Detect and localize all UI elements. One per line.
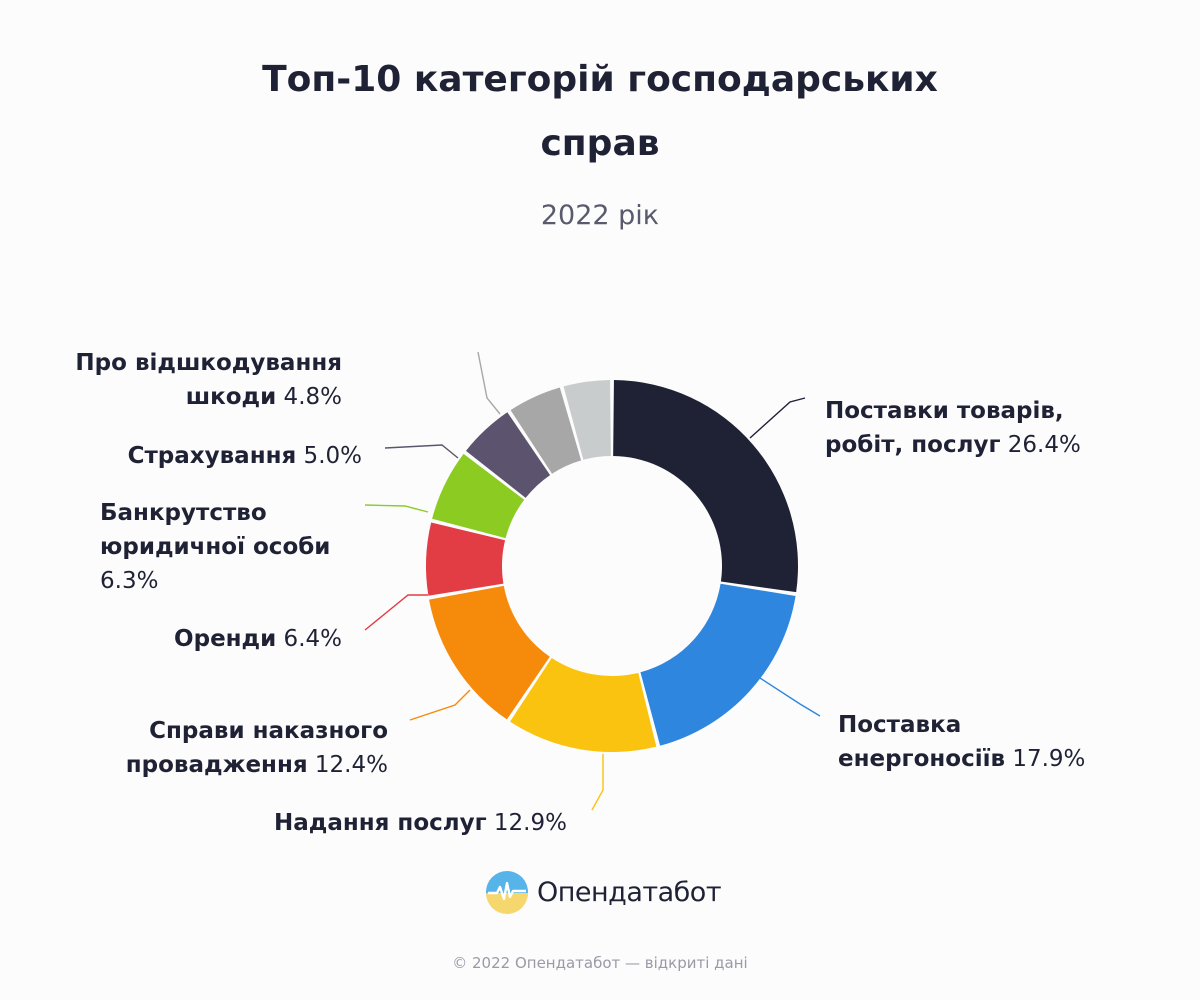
leader-line-5 [364, 504, 429, 513]
slice-label-3: Справи наказного провадження 12.4% [126, 718, 388, 778]
donut-slices [426, 380, 798, 752]
donut-slice-0 [613, 380, 798, 593]
leader-line-3 [409, 689, 471, 721]
slice-label-percent: 5.0% [296, 443, 362, 469]
leader-line-6 [384, 444, 459, 459]
slice-label-name: Страхування [128, 443, 297, 469]
slice-labels: Поставки товарів, робіт, послуг 26.4%Пост… [75, 350, 1085, 836]
slice-label-name: енергоносіїв [838, 746, 1005, 772]
slice-label-percent: 26.4% [1000, 432, 1080, 458]
slice-label-6: Страхування 5.0% [128, 443, 362, 469]
slice-label-percent: 17.9% [1005, 746, 1085, 772]
donut-slice-6 [465, 412, 551, 498]
donut-slice-8 [563, 380, 611, 460]
slice-label-name: Про відшкодування [75, 350, 342, 376]
slice-label-percent: 12.9% [487, 810, 567, 836]
donut-slice-1 [640, 583, 796, 746]
chart-subtitle: 2022 рік [540, 200, 660, 231]
label-leader-lines [364, 351, 821, 811]
slice-label-name: Надання послуг [274, 810, 487, 836]
slice-label-name: шкоди [186, 384, 277, 410]
chart-title-line-2: справ [540, 123, 660, 164]
chart-title-line-1: Топ-10 категорій господарських [262, 59, 938, 100]
slice-label-4: Оренди 6.4% [174, 626, 342, 652]
opendatabot-logo-icon [486, 871, 528, 914]
slice-label-name: Банкрутство [100, 500, 267, 526]
slice-label-name: робіт, послуг [825, 432, 1000, 458]
donut-slice-7 [510, 387, 582, 474]
chart-title: Топ-10 категорій господарських справ [0, 48, 1200, 176]
slice-label-percent: 6.4% [276, 626, 342, 652]
slice-label-name: Поставки товарів, [825, 398, 1064, 424]
slice-label-2: Надання послуг 12.9% [274, 810, 567, 836]
slice-label-name: Справи наказного [149, 718, 388, 744]
brand: Опендатабот [485, 868, 722, 916]
slice-label-name: Оренди [174, 626, 276, 652]
leader-line-1 [759, 677, 821, 717]
donut-slice-2 [510, 658, 657, 752]
donut-slice-3 [429, 585, 550, 720]
donut-chart: Поставки товарів, робіт, послуг 26.4%Пост… [75, 350, 1085, 836]
leader-line-4 [364, 594, 428, 631]
slice-label-1: Поставка енергоносіїв 17.9% [838, 712, 1085, 772]
slice-label-0: Поставки товарів, робіт, послуг 26.4% [825, 398, 1081, 458]
leader-line-7 [477, 351, 501, 415]
slice-label-percent: 4.8% [276, 384, 342, 410]
slice-label-name: Поставка [838, 712, 961, 738]
slice-label-name: провадження [126, 752, 308, 778]
slice-label-percent: 6.3% [100, 568, 158, 594]
leader-line-2 [591, 754, 604, 811]
slice-label-5: Банкрутство юридичної особи 6.3% [100, 500, 330, 594]
slice-label-7: Про відшкодування шкоди 4.8% [75, 350, 342, 410]
footer-copyright: © 2022 Опендатабот — відкриті дані [452, 954, 748, 972]
brand-name: Опендатабот [537, 876, 722, 908]
donut-slice-5 [432, 453, 525, 539]
slice-label-percent: 12.4% [308, 752, 388, 778]
leader-line-0 [749, 397, 806, 439]
donut-slice-4 [426, 522, 506, 596]
slice-label-name: юридичної особи [100, 534, 330, 560]
